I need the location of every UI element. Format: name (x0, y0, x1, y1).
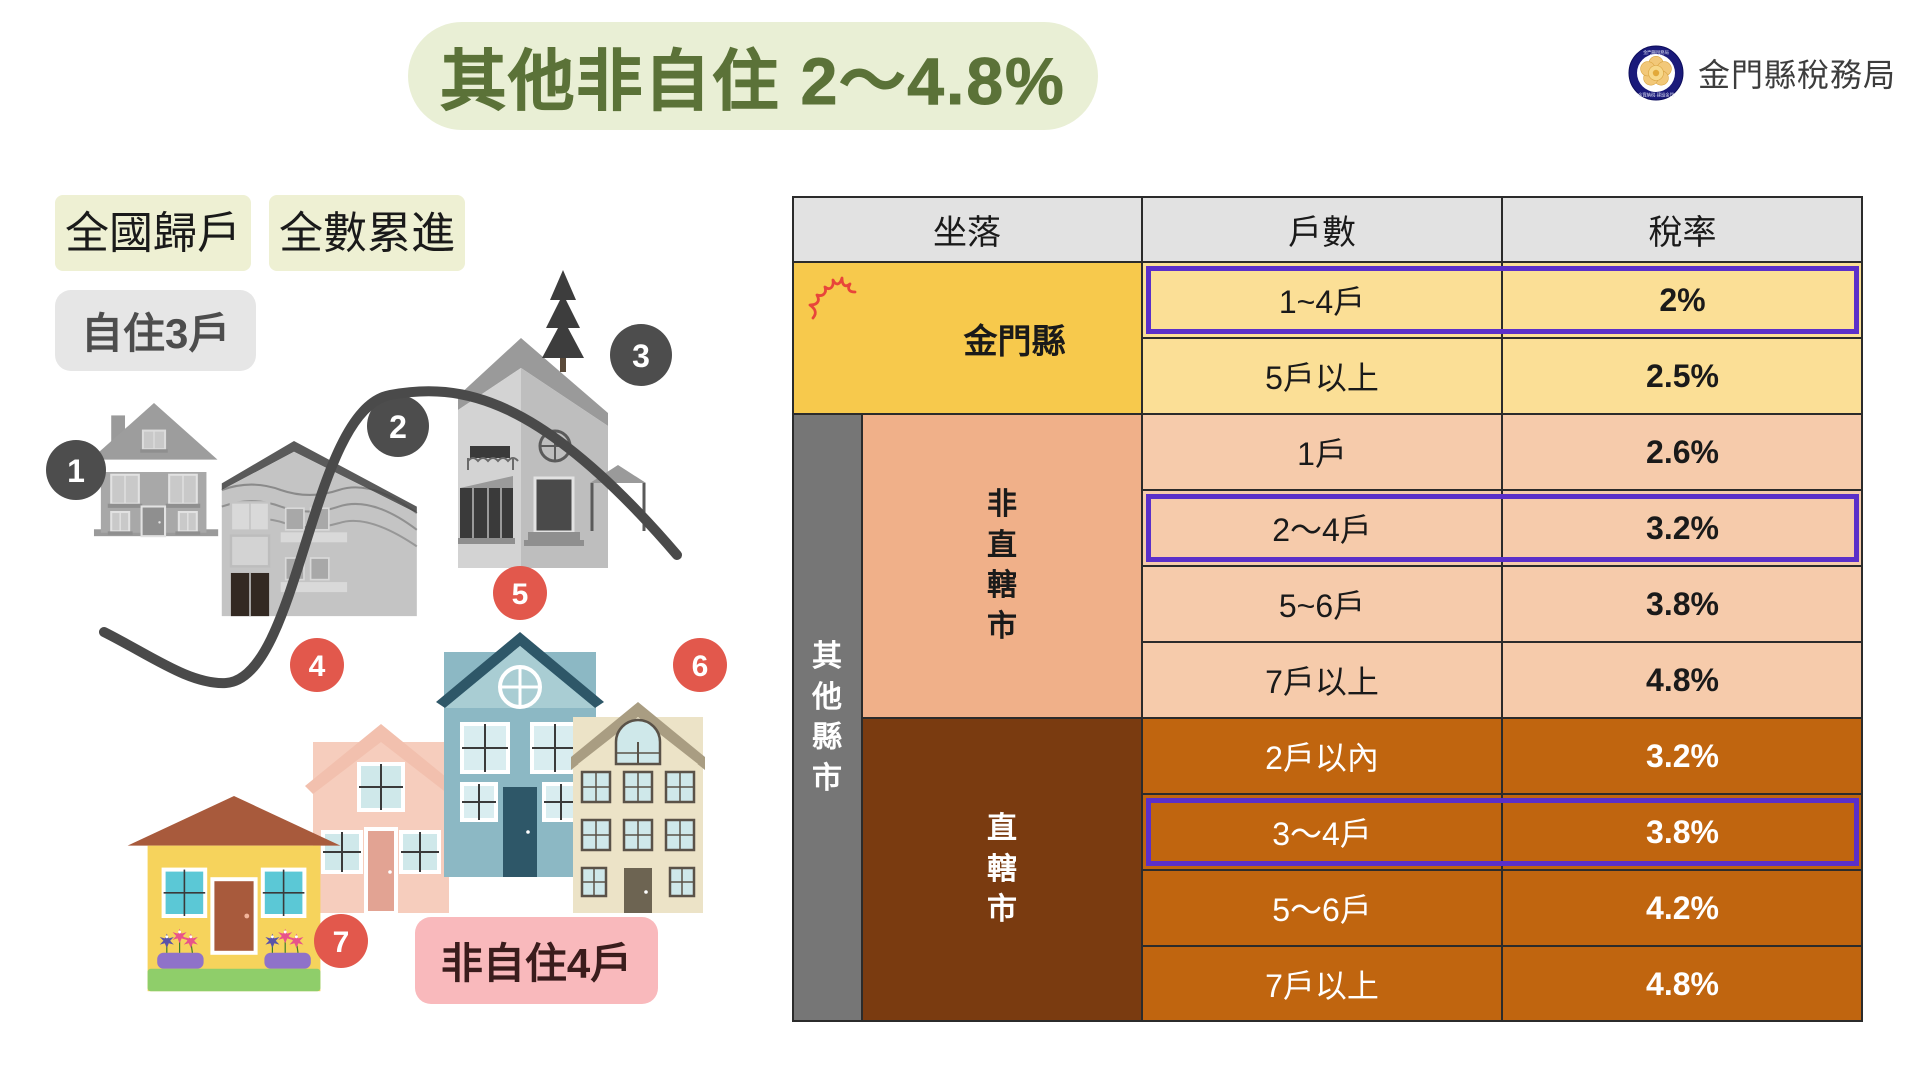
svg-text:3: 3 (632, 338, 650, 374)
svg-text:7: 7 (333, 926, 350, 959)
svg-text:2: 2 (389, 409, 407, 445)
svg-text:金寶納稅·建設金門: 金寶納稅·建設金門 (1638, 92, 1674, 99)
svg-text:金門縣稅務局: 金門縣稅務局 (1643, 49, 1669, 56)
svg-text:6: 6 (692, 650, 709, 683)
svg-text:1: 1 (67, 453, 85, 489)
svg-text:5: 5 (512, 578, 529, 611)
svg-text:4: 4 (309, 650, 326, 683)
